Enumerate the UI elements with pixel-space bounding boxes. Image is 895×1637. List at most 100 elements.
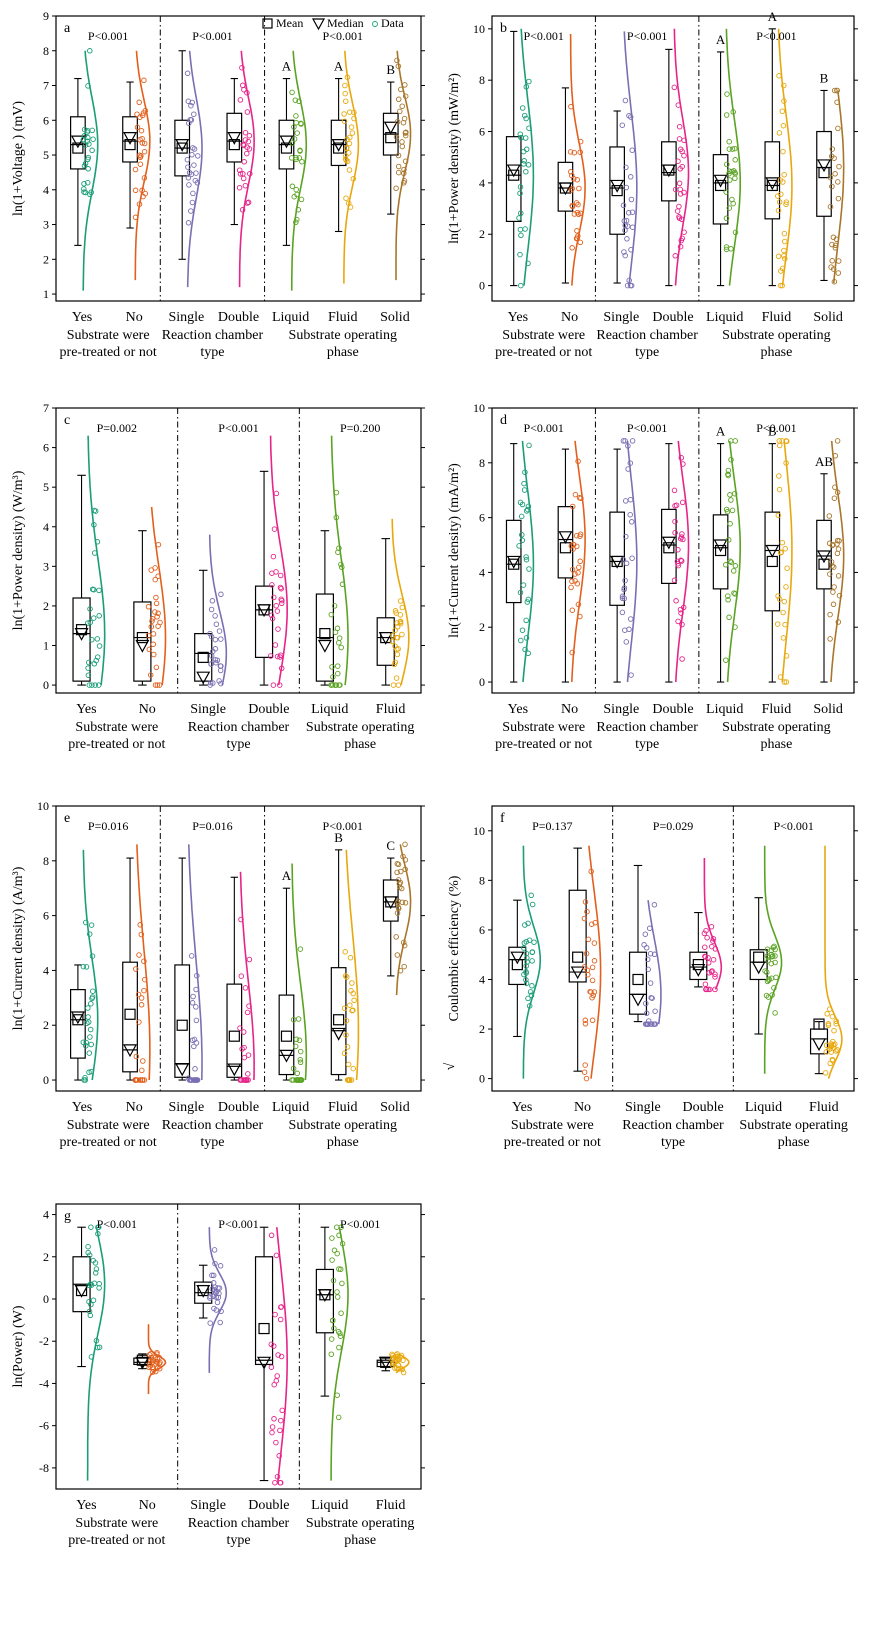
data-point: [783, 653, 790, 659]
data-point: [351, 997, 357, 1004]
data-point: [832, 245, 839, 251]
data-point: [153, 664, 160, 671]
data-point: [81, 126, 88, 133]
category-fluid: Fluid: [376, 518, 410, 717]
median-marker: [135, 1356, 150, 1370]
box: [505, 136, 522, 223]
category-label: Solid: [380, 1100, 410, 1115]
data-point: [90, 988, 96, 994]
p-value: P=0.016: [192, 819, 232, 833]
data-point: [343, 145, 350, 152]
median-marker: [506, 164, 521, 178]
data-point: [647, 950, 654, 957]
p-value: P<0.001: [756, 421, 796, 435]
data-point: [296, 1037, 303, 1044]
data-point: [188, 171, 195, 178]
data-point: [350, 1065, 356, 1072]
data-point: [732, 438, 739, 444]
data-point: [148, 623, 155, 630]
data-point: [85, 156, 91, 163]
data-point: [147, 672, 154, 678]
data-point: [777, 674, 784, 680]
box: [764, 511, 781, 612]
category-double: Double: [683, 858, 724, 1115]
data-point: [290, 1077, 297, 1083]
data-point: [829, 1013, 836, 1020]
data-point: [775, 512, 782, 519]
data-point: [272, 642, 279, 648]
data-point: [624, 236, 630, 242]
data-point: [393, 185, 399, 191]
data-point: [629, 438, 636, 444]
data-point: [80, 136, 87, 143]
data-point: [835, 258, 842, 264]
category-liquid: A Liquid: [706, 28, 743, 325]
y-tick-label: 6: [43, 113, 49, 127]
p-value: P<0.001: [523, 29, 563, 43]
plot-frame: [55, 805, 422, 1092]
category-label: Solid: [813, 310, 843, 325]
data-point: [339, 1280, 345, 1287]
data-point: [345, 200, 352, 206]
y-tick-label: -2: [39, 1334, 49, 1348]
density-curve: [522, 845, 541, 1079]
median-marker: [765, 177, 780, 191]
data-point: [827, 611, 833, 618]
data-point: [212, 1260, 218, 1267]
data-point: [392, 608, 399, 614]
mean-marker: [333, 142, 345, 154]
data-point: [278, 665, 285, 672]
data-point: [523, 168, 529, 175]
sqrt-symbol: √: [443, 1062, 458, 1070]
median-marker: [331, 138, 346, 152]
box: [330, 967, 347, 1076]
data-point: [519, 537, 526, 544]
data-point: [776, 438, 783, 444]
significance-letter: A: [282, 868, 292, 883]
density-curve: [330, 435, 349, 686]
data-point: [678, 558, 685, 564]
data-point: [519, 532, 525, 538]
data-point: [827, 203, 834, 210]
data-point: [268, 1232, 275, 1239]
data-point: [577, 613, 583, 620]
density-curve: [345, 849, 360, 1081]
data-point: [764, 946, 771, 952]
data-point: [628, 672, 634, 678]
data-point: [831, 584, 837, 590]
panel-label: b: [500, 21, 507, 36]
data-point: [583, 1075, 590, 1082]
data-point: [723, 562, 729, 568]
data-point: [152, 682, 159, 688]
y-axis-label: ln(1+Power density) (mW/m²): [447, 73, 462, 244]
category-label: Double: [652, 702, 693, 717]
data-point: [526, 125, 532, 131]
data-point: [146, 1361, 153, 1367]
data-point: [831, 87, 838, 94]
data-point: [329, 664, 335, 670]
data-point: [623, 639, 630, 645]
data-point: [589, 964, 596, 971]
mean-marker: [124, 1008, 136, 1020]
group-label: type: [226, 737, 250, 752]
group-label: Substrate were: [511, 1118, 594, 1133]
data-point: [132, 966, 139, 972]
significance-letter: A: [334, 59, 344, 74]
category-label: No: [139, 702, 156, 717]
data-point: [334, 1392, 340, 1398]
data-point: [139, 1077, 146, 1083]
data-point: [94, 636, 101, 642]
data-point: [397, 618, 404, 625]
data-point: [297, 1056, 304, 1063]
median-marker: [74, 628, 89, 641]
data-point: [402, 866, 408, 873]
data-point: [824, 1011, 830, 1017]
data-point: [589, 977, 596, 984]
data-point: [242, 1077, 249, 1083]
data-point: [525, 596, 532, 603]
data-point: [764, 969, 770, 976]
data-point: [245, 1052, 252, 1058]
data-point: [244, 1009, 251, 1016]
panel-e: e 0 2 4 6 8 10 ln(1+Current density) (A/m³) Yes N…: [11, 799, 425, 1150]
data-point: [137, 161, 144, 167]
